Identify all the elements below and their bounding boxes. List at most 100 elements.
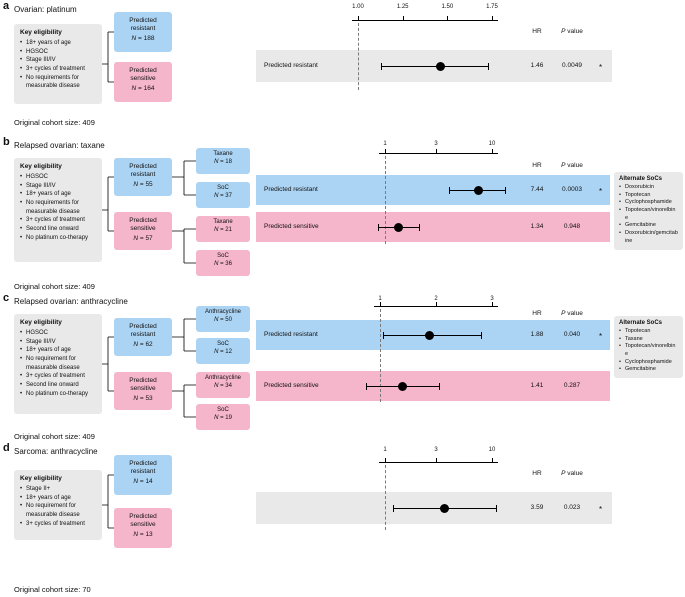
axis-tick bbox=[436, 458, 438, 462]
forest-row-label: Predicted resistant bbox=[264, 331, 318, 338]
p-value: 0.0003 bbox=[562, 186, 582, 193]
alt-soc-item: Topotecan bbox=[619, 328, 678, 336]
subgroup-n: N = 19 bbox=[214, 414, 232, 421]
axis-tick bbox=[436, 302, 437, 306]
axis-tick bbox=[492, 302, 493, 306]
eligibility-item: 3+ cycles of treatment bbox=[20, 520, 96, 529]
hr-point bbox=[398, 381, 408, 391]
axis-tick bbox=[492, 16, 493, 20]
hr-value: 1.46 bbox=[530, 62, 544, 69]
ci-cap-low bbox=[377, 223, 379, 231]
arm-n: N = 57 bbox=[133, 235, 153, 243]
ci-cap-low bbox=[449, 186, 451, 194]
alt-soc-item: Doxorubicin/gemcitabine bbox=[619, 230, 678, 245]
eligibility-item: 18+ years of age bbox=[20, 39, 96, 48]
eligibility-item: No requirements for measurable disease bbox=[20, 74, 96, 91]
ci-line bbox=[381, 66, 489, 67]
eligibility-title: Key eligibility bbox=[20, 29, 62, 36]
eligibility-box: Key eligibility 18+ years of ageHGSOCSta… bbox=[14, 24, 102, 104]
hr-column-header: HR bbox=[532, 470, 542, 477]
axis-line bbox=[374, 306, 498, 307]
significance-asterisk: * bbox=[599, 63, 603, 72]
panel-label-c: c bbox=[3, 292, 10, 304]
forest-plot: 1 3 10 HR P value Predicted resistant 7.44 0.00… bbox=[0, 136, 685, 292]
alternate-soc-box: Alternate SoCs TopotecanTaxaneTopotecan/… bbox=[614, 316, 683, 379]
alt-soc-item: Doxorubicin bbox=[619, 184, 678, 192]
subgroup-name: SoC bbox=[217, 253, 229, 259]
predicted-resistant-box: Predicted resistant N = 55 bbox=[114, 158, 172, 196]
reference-line bbox=[385, 465, 386, 530]
hr-point bbox=[424, 330, 434, 340]
alt-soc-item: Gemcitabine bbox=[619, 222, 678, 230]
connector-lines bbox=[102, 160, 196, 264]
eligibility-item: No platinum co-therapy bbox=[20, 234, 96, 243]
eligibility-item: HGSOC bbox=[20, 173, 96, 182]
arm-name: Predicted sensitive bbox=[129, 377, 157, 393]
arm-n: N = 53 bbox=[133, 395, 153, 403]
p-value: 0.0049 bbox=[562, 62, 582, 69]
axis-tick bbox=[385, 149, 386, 153]
hr-value: 3.59 bbox=[530, 504, 544, 511]
predicted-sensitive-box: Predicted sensitive N = 13 bbox=[114, 508, 172, 548]
subgroup-n: N = 12 bbox=[214, 348, 232, 355]
panel-ovarian-platinum: a Ovarian: platinum Key eligibility 18+ … bbox=[0, 0, 685, 134]
p-column-header: P value bbox=[561, 28, 583, 35]
cohort-size-note: Original cohort size: 409 bbox=[14, 432, 95, 441]
axis-line bbox=[352, 20, 498, 21]
subgroup-box: SoC N = 12 bbox=[196, 338, 250, 364]
hr-value: 7.44 bbox=[530, 186, 544, 193]
eligibility-item: No requirements for measurable disease bbox=[20, 199, 96, 216]
eligibility-item: 3+ cycles of treatment bbox=[20, 372, 96, 381]
subgroup-name: Taxane bbox=[213, 151, 233, 157]
forest-row-band bbox=[256, 175, 610, 205]
axis-tick-label: 10 bbox=[488, 447, 496, 453]
subgroup-name: SoC bbox=[217, 407, 229, 413]
ci-cap-low bbox=[366, 382, 367, 390]
subgroup-box: Anthracycline N = 50 bbox=[196, 306, 250, 332]
hr-point bbox=[473, 185, 483, 195]
eligibility-box: Key eligibility HGSOCStage III/IV18+ yea… bbox=[14, 314, 102, 414]
hr-point bbox=[394, 222, 404, 232]
axis-tick bbox=[436, 149, 438, 153]
eligibility-title: Key eligibility bbox=[20, 475, 62, 482]
alternate-soc-list: TopotecanTaxaneTopotecan/vinorelbineCycl… bbox=[619, 328, 678, 374]
axis-tick-label: 3 bbox=[434, 141, 438, 147]
forest-plot: 1 2 3 HR P value Predicted resistant 1.88 0.040… bbox=[0, 292, 685, 442]
eligibility-item: Stage III/IV bbox=[20, 338, 96, 347]
subgroup-box: SoC N = 19 bbox=[196, 404, 250, 430]
subgroup-n: N = 37 bbox=[214, 192, 232, 199]
axis-tick-label: 3 bbox=[434, 447, 438, 453]
subgroup-box: Taxane N = 18 bbox=[196, 148, 250, 174]
axis-tick-label: 1.25 bbox=[396, 4, 409, 10]
p-value: 0.287 bbox=[563, 382, 581, 389]
arm-name: Predicted resistant bbox=[129, 163, 157, 179]
eligibility-item: 3+ cycles of treatment bbox=[20, 65, 96, 74]
axis-line bbox=[379, 153, 498, 154]
panel-label-d: d bbox=[3, 442, 10, 454]
subgroup-name: Taxane bbox=[213, 219, 233, 225]
axis-tick-label: 1 bbox=[383, 141, 387, 147]
panel-title: Sarcoma: anthracycline bbox=[14, 447, 98, 456]
alternate-soc-title: Alternate SoCs bbox=[619, 320, 663, 326]
panel-label-a: a bbox=[3, 0, 10, 12]
ci-cap-high bbox=[504, 186, 506, 194]
hr-column-header: HR bbox=[532, 28, 542, 35]
eligibility-item: Second line onward bbox=[20, 225, 96, 234]
connector-lines bbox=[102, 318, 196, 418]
significance-asterisk: * bbox=[599, 187, 603, 196]
axis-tick-label: 1.00 bbox=[352, 4, 364, 10]
panel-label-b: b bbox=[3, 136, 10, 148]
alternate-soc-list: DoxorubicinTopotecanCyclophosphamideTopo… bbox=[619, 184, 678, 246]
axis-tick bbox=[358, 16, 359, 20]
subgroup-box: SoC N = 36 bbox=[196, 250, 250, 276]
ci-cap-low bbox=[392, 504, 394, 512]
subgroup-n: N = 50 bbox=[214, 316, 232, 323]
forest-plot: 1.00 1.25 1.50 1.75 HR P value Predicted resis… bbox=[0, 0, 685, 134]
subgroup-name: Anthracycline bbox=[204, 375, 242, 381]
hr-column-header: HR bbox=[532, 162, 542, 169]
arm-name: Predicted sensitive bbox=[129, 217, 157, 233]
alt-soc-item: Topotecan/vinorelbine bbox=[619, 207, 678, 222]
axis-tick bbox=[492, 458, 493, 462]
reference-line bbox=[385, 156, 386, 244]
